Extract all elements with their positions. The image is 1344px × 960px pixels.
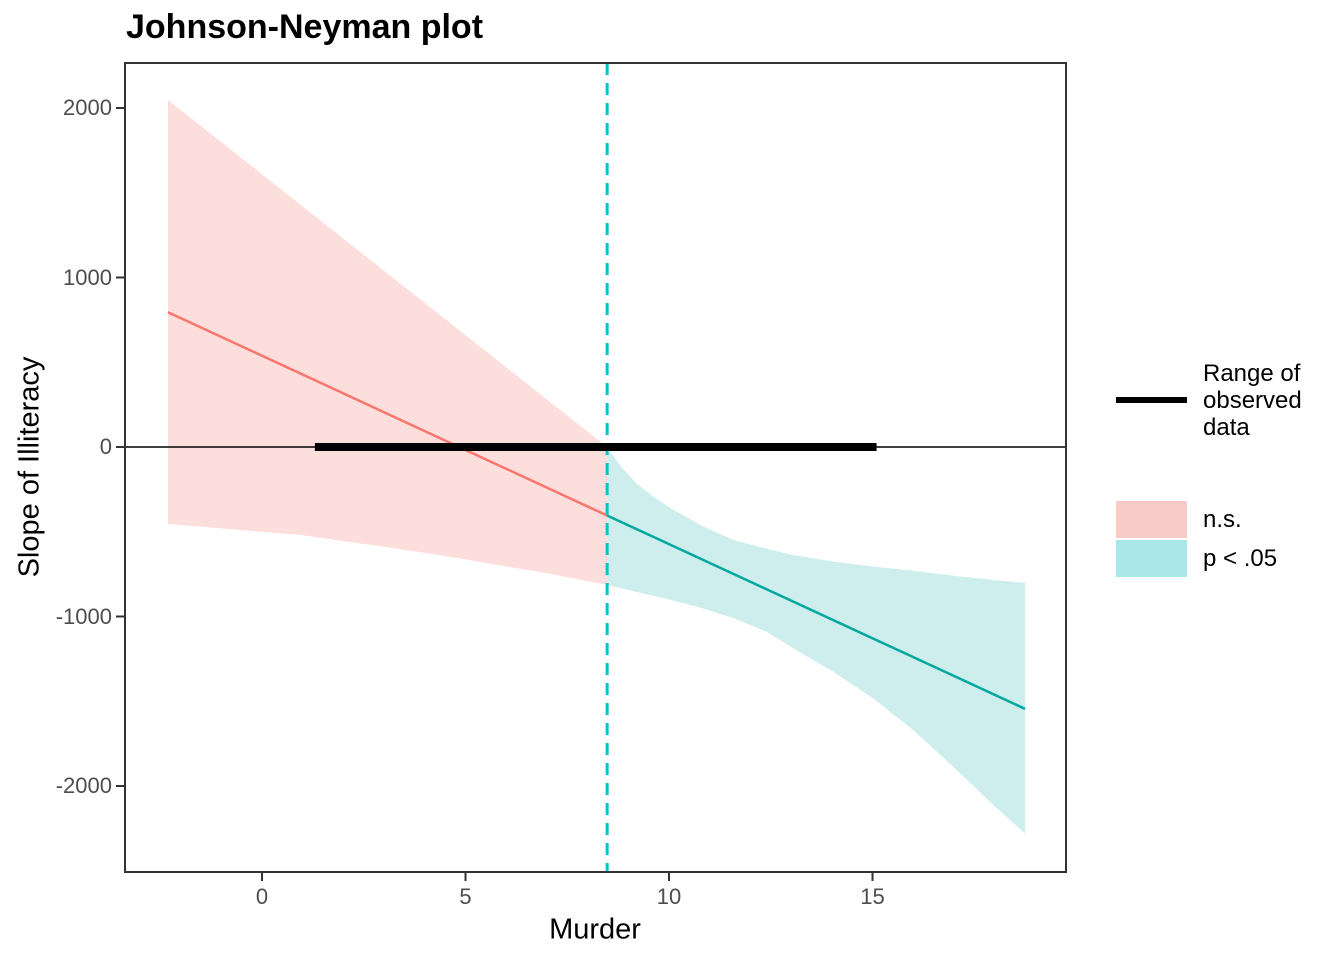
y-tick-label: 1000 — [63, 264, 112, 290]
y-tick-label: -1000 — [55, 603, 112, 629]
x-axis-title: Murder — [549, 913, 641, 946]
slope-line-ns — [167, 311, 608, 517]
legend-ns-swatch — [1116, 501, 1187, 538]
x-tick-label: 15 — [860, 884, 885, 909]
legend-sig-swatch — [1116, 540, 1187, 577]
slope-lines — [167, 311, 1026, 711]
legend-range-key-line — [1116, 397, 1187, 403]
x-tick-label: 10 — [656, 884, 682, 909]
x-tick-label: 0 — [255, 884, 269, 909]
chart-title: Johnson-Neyman plot — [126, 8, 484, 46]
y-tick-label: -2000 — [55, 773, 112, 798]
legend-sig-label: p < .05 — [1203, 545, 1278, 572]
legend-range-label: Range of observed data — [1203, 360, 1302, 441]
y-axis-title: Slope of Illiteracy — [13, 356, 46, 578]
y-tick-label: 0 — [99, 434, 112, 459]
slope-line-sig — [606, 514, 1026, 711]
panel-border — [124, 62, 1067, 873]
x-tick-label: 5 — [459, 884, 472, 909]
confidence-ribbons — [168, 100, 1026, 834]
axis-ticks — [116, 107, 874, 881]
y-tick-label: 2000 — [63, 95, 112, 120]
ci-ribbon-sig — [607, 447, 1026, 834]
legend-ns-label: n.s. — [1203, 506, 1242, 533]
panel-border-group — [124, 62, 1067, 873]
